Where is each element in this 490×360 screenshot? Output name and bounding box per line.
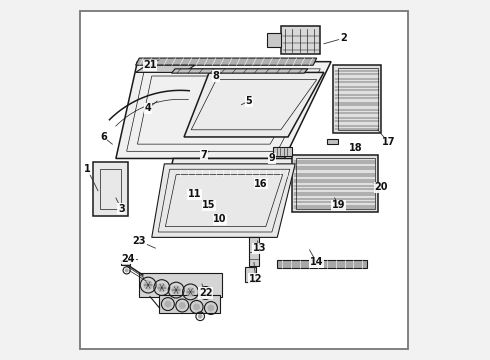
Circle shape <box>125 269 128 272</box>
Circle shape <box>202 289 209 297</box>
Polygon shape <box>333 65 381 134</box>
Polygon shape <box>267 33 281 47</box>
FancyBboxPatch shape <box>80 12 408 348</box>
Polygon shape <box>177 170 291 176</box>
Polygon shape <box>172 69 308 73</box>
Text: 10: 10 <box>213 215 227 224</box>
Text: 23: 23 <box>132 236 146 246</box>
Polygon shape <box>159 158 299 220</box>
Text: 5: 5 <box>245 96 252 106</box>
Text: 7: 7 <box>200 150 207 160</box>
Text: 15: 15 <box>202 200 216 210</box>
Circle shape <box>208 305 214 311</box>
Polygon shape <box>184 72 324 137</box>
Polygon shape <box>93 162 128 216</box>
Text: 14: 14 <box>310 257 323 267</box>
Polygon shape <box>248 237 259 266</box>
Text: 6: 6 <box>100 132 107 142</box>
Text: 24: 24 <box>122 254 135 264</box>
Polygon shape <box>245 267 256 282</box>
Text: 3: 3 <box>118 204 124 214</box>
Polygon shape <box>136 58 317 65</box>
Circle shape <box>179 302 186 309</box>
Text: 19: 19 <box>332 200 345 210</box>
Text: 11: 11 <box>188 189 201 199</box>
Text: 20: 20 <box>374 182 388 192</box>
Polygon shape <box>277 260 367 268</box>
Polygon shape <box>273 147 292 156</box>
Text: 13: 13 <box>252 243 266 253</box>
Polygon shape <box>152 164 295 237</box>
Circle shape <box>157 283 166 292</box>
Circle shape <box>186 288 195 296</box>
Polygon shape <box>122 260 130 265</box>
Text: 21: 21 <box>143 60 157 70</box>
Text: 8: 8 <box>213 71 220 81</box>
Polygon shape <box>136 65 195 72</box>
Circle shape <box>165 301 171 307</box>
Polygon shape <box>159 296 220 313</box>
Polygon shape <box>281 26 320 54</box>
Text: 4: 4 <box>145 103 151 113</box>
Circle shape <box>144 281 152 289</box>
Text: 16: 16 <box>254 179 268 189</box>
Circle shape <box>198 314 202 319</box>
Text: 22: 22 <box>199 288 212 298</box>
Circle shape <box>172 286 180 294</box>
Circle shape <box>194 304 200 310</box>
Polygon shape <box>116 62 331 158</box>
Text: 1: 1 <box>84 164 91 174</box>
Polygon shape <box>139 273 221 297</box>
Text: 12: 12 <box>249 274 263 284</box>
Text: 9: 9 <box>269 153 275 163</box>
Text: 2: 2 <box>340 33 346 43</box>
Text: 17: 17 <box>382 138 395 147</box>
Text: 18: 18 <box>349 143 363 153</box>
Polygon shape <box>327 139 338 144</box>
Polygon shape <box>292 155 378 212</box>
